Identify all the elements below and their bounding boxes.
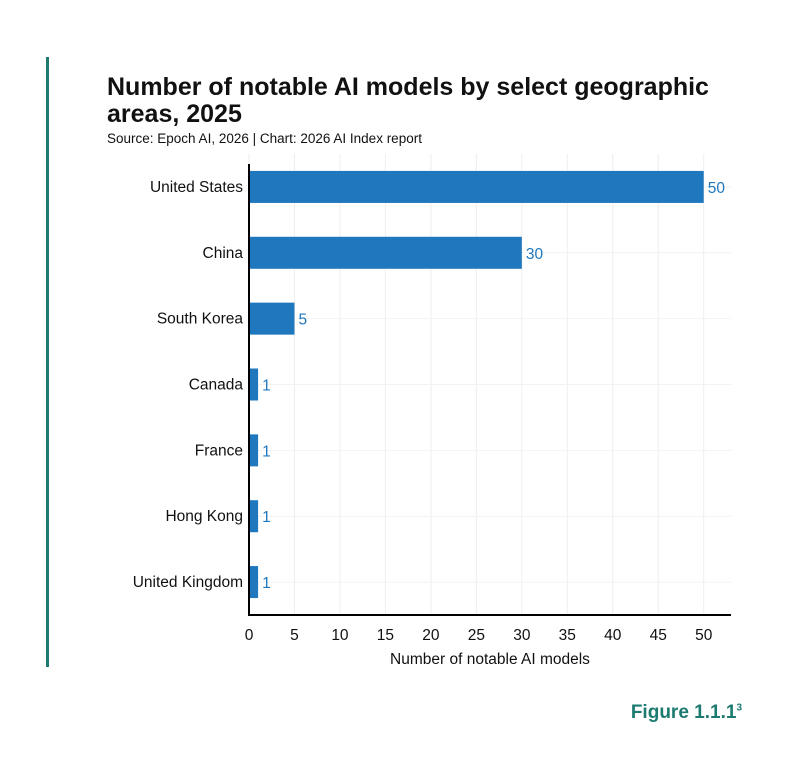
value-label: 1 <box>262 575 271 592</box>
x-tick-label: 30 <box>513 627 531 644</box>
x-tick-label: 40 <box>604 627 622 644</box>
x-tick-label: 5 <box>290 627 299 644</box>
x-tick-label: 35 <box>559 627 576 644</box>
value-label: 1 <box>262 378 271 395</box>
figure-label: Figure 1.1.13 <box>631 702 742 724</box>
category-label: United Kingdom <box>133 574 243 591</box>
chart-title: Number of notable AI models by select ge… <box>107 73 709 128</box>
value-label: 1 <box>262 443 271 460</box>
bar <box>249 236 522 269</box>
value-label: 5 <box>298 312 307 329</box>
bar <box>249 566 259 599</box>
figure-footnote: 3 <box>736 702 742 714</box>
x-tick-label: 25 <box>468 627 485 644</box>
category-label: South Korea <box>157 311 244 328</box>
bar <box>249 434 259 467</box>
chart-subtitle: Source: Epoch AI, 2026 | Chart: 2026 AI … <box>107 131 422 146</box>
category-label: Canada <box>189 377 244 394</box>
bar <box>249 170 704 203</box>
x-tick-label: 10 <box>331 627 349 644</box>
x-tick-label: 50 <box>695 627 713 644</box>
category-label: Hong Kong <box>165 508 243 525</box>
bar <box>249 302 295 335</box>
x-tick-label: 15 <box>377 627 394 644</box>
bar <box>249 368 259 401</box>
x-tick-label: 45 <box>650 627 667 644</box>
figure-number: Figure 1.1.1 <box>630 702 737 723</box>
value-label: 1 <box>262 509 271 526</box>
accent-rule <box>46 57 49 667</box>
x-tick-label: 0 <box>245 627 254 644</box>
category-label: United States <box>150 179 243 196</box>
x-axis-title: Number of notable AI models <box>390 651 590 668</box>
value-label: 30 <box>526 246 544 263</box>
category-label: France <box>195 442 243 459</box>
value-label: 50 <box>708 180 726 197</box>
bar <box>249 500 259 533</box>
x-tick-label: 20 <box>422 627 440 644</box>
category-label: China <box>203 245 244 262</box>
